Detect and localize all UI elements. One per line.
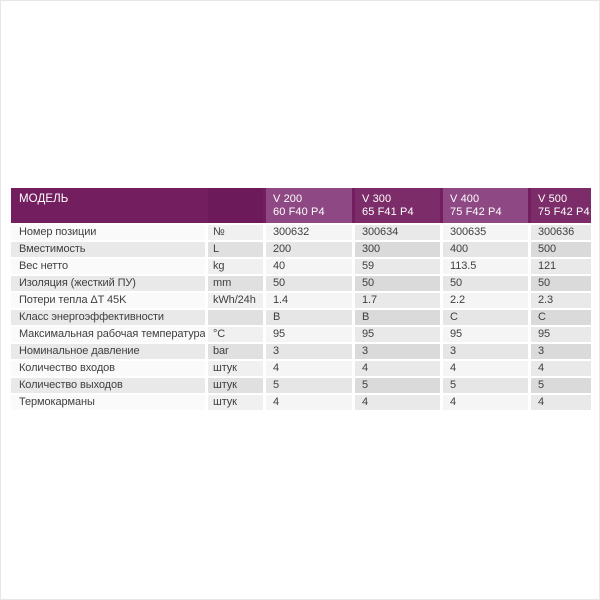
spec-unit: bar bbox=[208, 344, 263, 359]
spec-row-outlet-count: Количество выходов штук 5 5 5 5 bbox=[11, 378, 591, 393]
spec-value: 5 bbox=[531, 378, 591, 393]
spec-value: 3 bbox=[443, 344, 528, 359]
spec-value: 4 bbox=[266, 395, 352, 410]
spec-value: 50 bbox=[355, 276, 440, 291]
header-col-v300: V 300 65 F41 P4 bbox=[355, 188, 440, 223]
spec-unit: № bbox=[208, 225, 263, 240]
spec-row-position-number: Номер позиции № 300632 300634 300635 300… bbox=[11, 225, 591, 240]
spec-row-insulation: Изоляция (жесткий ПУ) mm 50 50 50 50 bbox=[11, 276, 591, 291]
spec-unit: L bbox=[208, 242, 263, 257]
model-code: 75 F42 P4 bbox=[450, 206, 502, 218]
spec-value: 95 bbox=[266, 327, 352, 342]
spec-label: Количество выходов bbox=[11, 378, 205, 393]
model-name: V 500 bbox=[538, 193, 568, 205]
header-units-spacer bbox=[208, 188, 263, 223]
spec-value: 113.5 bbox=[443, 259, 528, 274]
model-code: 60 F40 P4 bbox=[273, 206, 325, 218]
spec-value: 4 bbox=[531, 395, 591, 410]
spec-value: 50 bbox=[531, 276, 591, 291]
spec-label: Номер позиции bbox=[11, 225, 205, 240]
spec-value: B bbox=[266, 310, 352, 325]
spec-unit: kg bbox=[208, 259, 263, 274]
spec-value: 3 bbox=[266, 344, 352, 359]
spec-value: 400 bbox=[443, 242, 528, 257]
spec-value: 95 bbox=[531, 327, 591, 342]
model-code: 65 F41 P4 bbox=[362, 206, 414, 218]
header-col-v400: V 400 75 F42 P4 bbox=[443, 188, 528, 223]
spec-row-nominal-pressure: Номинальное давление bar 3 3 3 3 bbox=[11, 344, 591, 359]
spec-value: 1.4 bbox=[266, 293, 352, 308]
spec-value: 4 bbox=[266, 361, 352, 376]
spec-value: 300635 bbox=[443, 225, 528, 240]
spec-label: Вес нетто bbox=[11, 259, 205, 274]
spec-row-inlet-count: Количество входов штук 4 4 4 4 bbox=[11, 361, 591, 376]
spec-value: 3 bbox=[355, 344, 440, 359]
spec-label: Класс энергоэффективности bbox=[11, 310, 205, 325]
spec-value: 4 bbox=[443, 395, 528, 410]
spec-value: 50 bbox=[443, 276, 528, 291]
spec-label: Номинальное давление bbox=[11, 344, 205, 359]
spec-row-capacity: Вместимость L 200 300 400 500 bbox=[11, 242, 591, 257]
header-col-v200: V 200 60 F40 P4 bbox=[266, 188, 352, 223]
spec-row-energy-class: Класс энергоэффективности B B C C bbox=[11, 310, 591, 325]
spec-value: 500 bbox=[531, 242, 591, 257]
spec-unit: mm bbox=[208, 276, 263, 291]
spec-unit: штук bbox=[208, 395, 263, 410]
spec-value: 5 bbox=[443, 378, 528, 393]
spec-value: 5 bbox=[266, 378, 352, 393]
header-model-label: МОДЕЛЬ bbox=[11, 188, 205, 223]
spec-value: C bbox=[443, 310, 528, 325]
spec-label: Термокарманы bbox=[11, 395, 205, 410]
spec-value: 95 bbox=[443, 327, 528, 342]
spec-value: 50 bbox=[266, 276, 352, 291]
spec-label: Количество входов bbox=[11, 361, 205, 376]
model-code: 75 F42 P4 bbox=[538, 206, 590, 218]
spec-label: Изоляция (жесткий ПУ) bbox=[11, 276, 205, 291]
spec-value: 4 bbox=[355, 395, 440, 410]
spec-value: 95 bbox=[355, 327, 440, 342]
spec-value: C bbox=[531, 310, 591, 325]
spec-value: 2.2 bbox=[443, 293, 528, 308]
spec-value: 300 bbox=[355, 242, 440, 257]
model-name: V 400 bbox=[450, 193, 480, 205]
spec-value: 40 bbox=[266, 259, 352, 274]
model-name: V 300 bbox=[362, 193, 392, 205]
spec-unit bbox=[208, 310, 263, 325]
table-header-row: МОДЕЛЬ V 200 60 F40 P4 V 300 65 F41 P4 V… bbox=[11, 188, 591, 223]
spec-value: 200 bbox=[266, 242, 352, 257]
spec-value: 4 bbox=[355, 361, 440, 376]
spec-value: 300634 bbox=[355, 225, 440, 240]
spec-label: Максимальная рабочая температура bbox=[11, 327, 205, 342]
model-name: V 200 bbox=[273, 193, 303, 205]
spec-value: 300636 bbox=[531, 225, 591, 240]
spec-unit: kWh/24h bbox=[208, 293, 263, 308]
spec-unit: штук bbox=[208, 361, 263, 376]
spec-value: 4 bbox=[531, 361, 591, 376]
spec-value: B bbox=[355, 310, 440, 325]
spec-value: 1.7 bbox=[355, 293, 440, 308]
spec-row-thermowells: Термокарманы штук 4 4 4 4 bbox=[11, 395, 591, 410]
spec-unit: °C bbox=[208, 327, 263, 342]
header-col-v500: V 500 75 F42 P4 bbox=[531, 188, 591, 223]
spec-table: МОДЕЛЬ V 200 60 F40 P4 V 300 65 F41 P4 V… bbox=[11, 188, 591, 410]
spec-value: 121 bbox=[531, 259, 591, 274]
spec-value: 4 bbox=[443, 361, 528, 376]
spec-row-heat-loss: Потери тепла ΔT 45K kWh/24h 1.4 1.7 2.2 … bbox=[11, 293, 591, 308]
spec-unit: штук bbox=[208, 378, 263, 393]
spec-label: Потери тепла ΔT 45K bbox=[11, 293, 205, 308]
spec-value: 2.3 bbox=[531, 293, 591, 308]
spec-value: 3 bbox=[531, 344, 591, 359]
spec-value: 5 bbox=[355, 378, 440, 393]
spec-row-net-weight: Вес нетто kg 40 59 113.5 121 bbox=[11, 259, 591, 274]
table-body: Номер позиции № 300632 300634 300635 300… bbox=[11, 225, 591, 410]
spec-row-max-temperature: Максимальная рабочая температура °C 95 9… bbox=[11, 327, 591, 342]
spec-value: 300632 bbox=[266, 225, 352, 240]
spec-label: Вместимость bbox=[11, 242, 205, 257]
spec-value: 59 bbox=[355, 259, 440, 274]
